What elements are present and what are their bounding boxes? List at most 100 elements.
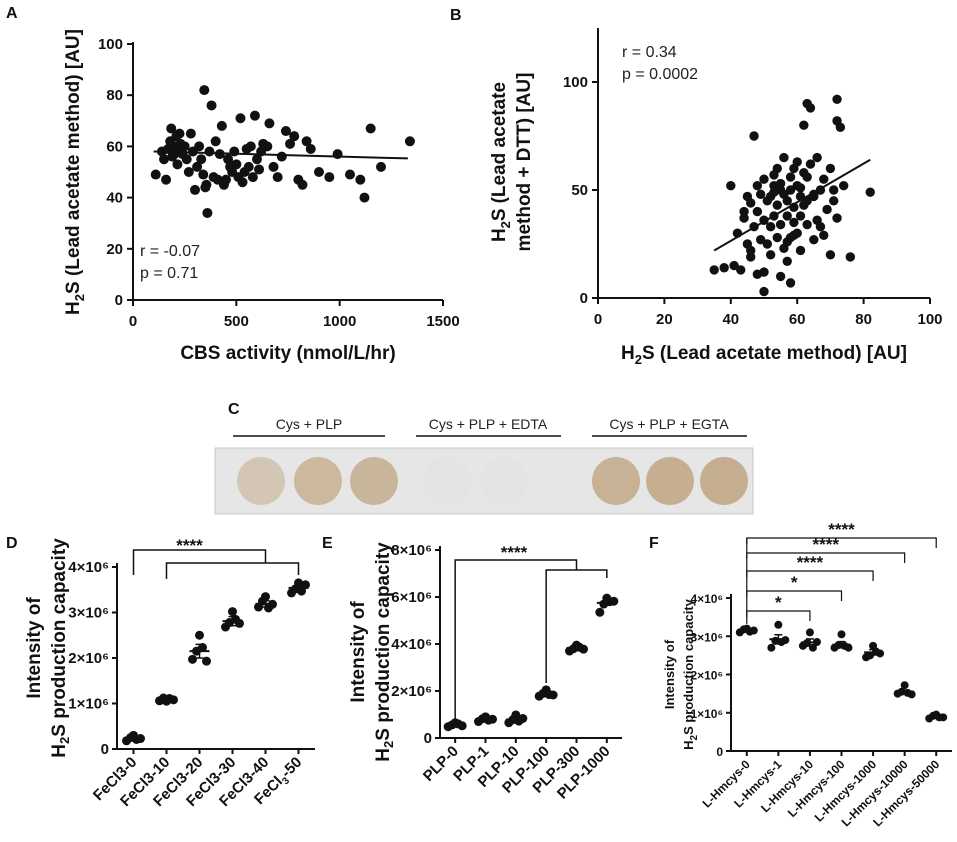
data-point bbox=[799, 120, 809, 130]
panel-b-y-label-line2: method + DTT) [AU] bbox=[514, 73, 535, 252]
data-point bbox=[365, 123, 376, 134]
data-point bbox=[845, 252, 856, 262]
data-point bbox=[746, 252, 756, 262]
sig-label: **** bbox=[501, 543, 528, 562]
data-point bbox=[174, 128, 185, 139]
data-point bbox=[185, 128, 196, 139]
data-point bbox=[159, 154, 169, 165]
filter-spot bbox=[294, 457, 342, 505]
data-point bbox=[825, 163, 836, 174]
data-point bbox=[150, 169, 161, 180]
panel-a-ticks: 0 500 1000 1500 0 20 40 60 80 100 bbox=[98, 36, 460, 330]
data-point bbox=[181, 154, 192, 165]
y-label-part: 2 bbox=[498, 221, 513, 228]
data-point bbox=[844, 643, 853, 652]
filter-spot bbox=[423, 457, 471, 505]
y-tick-label: 8×10⁶ bbox=[391, 542, 432, 559]
panel-c-strip: Cys + PLP Cys + PLP + EDTA Cys + PLP + E… bbox=[214, 416, 754, 515]
data-point bbox=[223, 154, 234, 165]
data-point bbox=[775, 219, 786, 230]
y-tick-label: 6×10⁶ bbox=[391, 589, 432, 606]
panel-letter-d: D bbox=[6, 535, 18, 552]
sig-label: **** bbox=[797, 553, 824, 572]
panel-b-ticks: 0 20 40 60 80 100 0 50 100 bbox=[563, 74, 943, 328]
y-tick-label: 4×10⁶ bbox=[391, 636, 432, 653]
data-point bbox=[775, 178, 786, 189]
data-point bbox=[837, 630, 846, 639]
y-tick-label: 20 bbox=[106, 241, 123, 258]
panel-b-stat-r: r = 0.34 bbox=[622, 44, 677, 61]
y-label-part: S (Lead acetate method) [AU] bbox=[63, 29, 84, 294]
data-point bbox=[221, 174, 231, 185]
x-tick-label: 100 bbox=[917, 311, 942, 328]
data-point bbox=[237, 177, 248, 188]
sig-bracket bbox=[545, 569, 608, 683]
y-tick-label: 3×10⁶ bbox=[690, 630, 723, 644]
data-point bbox=[595, 607, 605, 617]
data-point bbox=[802, 219, 812, 230]
y-tick-label: 2×10⁶ bbox=[690, 669, 723, 683]
panel-b-stat-p: p = 0.0002 bbox=[622, 66, 698, 83]
y-tick-label: 50 bbox=[571, 182, 588, 199]
y-label-part: H bbox=[63, 301, 84, 315]
data-point bbox=[832, 94, 842, 104]
data-point bbox=[231, 159, 242, 170]
data-point bbox=[198, 169, 209, 180]
data-point bbox=[762, 239, 773, 249]
data-point bbox=[268, 161, 279, 172]
y-tick-label: 0 bbox=[580, 290, 588, 307]
y-tick-label: 2×10⁶ bbox=[68, 650, 109, 667]
data-point bbox=[785, 172, 796, 182]
x-tick-label: 1000 bbox=[323, 313, 356, 330]
data-point bbox=[202, 656, 211, 666]
x-tick-label: 0 bbox=[129, 313, 137, 330]
sig-bracket bbox=[746, 570, 874, 581]
data-point bbox=[752, 180, 763, 191]
data-point bbox=[249, 110, 260, 121]
data-point bbox=[262, 141, 273, 152]
y-axis-title-part: 2 bbox=[689, 734, 700, 740]
data-point bbox=[276, 151, 287, 162]
sig-bracket bbox=[132, 549, 267, 575]
sig-label: * bbox=[775, 593, 782, 612]
data-point bbox=[774, 620, 783, 629]
panel-b-scatter: 0 20 40 60 80 100 0 50 100 r = 0.34 p = 0.0002 H… bbox=[489, 28, 943, 367]
data-point bbox=[228, 607, 237, 617]
y-axis-title-part: H bbox=[373, 748, 394, 762]
data-point bbox=[759, 286, 769, 297]
data-point bbox=[900, 681, 909, 690]
panel-letter-b: B bbox=[450, 7, 462, 24]
sig-bracket bbox=[746, 610, 811, 621]
data-point bbox=[196, 154, 207, 165]
data-point bbox=[709, 265, 719, 275]
y-tick-label: 60 bbox=[106, 138, 123, 155]
data-point bbox=[183, 167, 194, 177]
data-point bbox=[719, 263, 729, 273]
panel-b-x-label: H2S (Lead acetate method) [AU] bbox=[621, 343, 907, 367]
y-tick-label: 2×10⁶ bbox=[391, 683, 432, 700]
data-point bbox=[729, 260, 739, 271]
y-tick-label: 80 bbox=[106, 87, 123, 104]
group-label-cys-plp-egta: Cys + PLP + EGTA bbox=[609, 416, 729, 432]
data-point bbox=[739, 206, 749, 217]
data-point bbox=[789, 217, 799, 228]
y-tick-label: 1×10⁶ bbox=[690, 707, 723, 721]
data-point bbox=[172, 159, 183, 170]
data-point bbox=[188, 654, 197, 664]
y-label-part: (Lead acetate bbox=[489, 82, 510, 203]
data-point bbox=[324, 172, 335, 183]
y-tick-label: 0 bbox=[424, 730, 432, 747]
data-point bbox=[765, 222, 776, 232]
sig-bracket bbox=[746, 552, 906, 563]
data-point bbox=[795, 211, 806, 221]
data-point bbox=[252, 154, 262, 165]
data-point bbox=[235, 113, 246, 124]
data-point bbox=[359, 192, 370, 203]
data-point bbox=[345, 169, 355, 180]
sig-bracket bbox=[746, 590, 843, 601]
group-label-cys-plp: Cys + PLP bbox=[276, 416, 343, 432]
y-tick-label: 4×10⁶ bbox=[68, 559, 109, 576]
data-point bbox=[772, 232, 782, 243]
data-point bbox=[785, 185, 796, 195]
